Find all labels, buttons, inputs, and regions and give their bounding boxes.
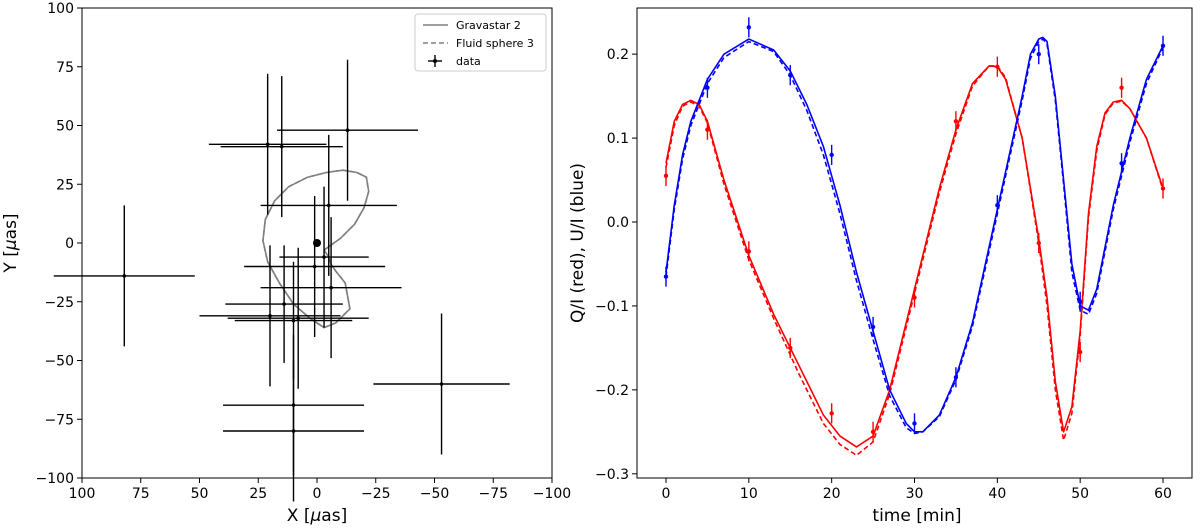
- left-y-tick-label: 0: [65, 236, 74, 252]
- ui-solid-curve: [665, 36, 1164, 433]
- right-x-tick-label: 20: [823, 486, 841, 502]
- center-point: [313, 239, 321, 247]
- right-x-axis-label: time [min]: [872, 506, 961, 526]
- right-x-tick-label: 0: [662, 486, 671, 502]
- right-points: [663, 17, 1166, 442]
- legend-label-data: data: [456, 55, 481, 68]
- legend-frame: [414, 13, 547, 72]
- left-x-tick-label: 100: [69, 486, 96, 502]
- left-y-tick-label: −50: [44, 354, 74, 370]
- right-x-tick-label: 60: [1154, 486, 1172, 502]
- right-y-tick-label: 0.2: [607, 47, 629, 63]
- qi-data-point: [663, 165, 669, 186]
- right-y-axis-label: Q/I (red), U/I (blue): [568, 163, 588, 323]
- left-x-tick-label: −75: [478, 486, 508, 502]
- legend-label-fluid: Fluid sphere 3: [456, 37, 534, 50]
- qi-data-point: [1077, 342, 1083, 363]
- data-point: [208, 73, 327, 215]
- qi-dashed-curve: [665, 65, 1164, 457]
- left-x-tick-label: 25: [249, 486, 267, 502]
- left-x-tick-label: −25: [361, 486, 391, 502]
- right-y-tick-label: −0.1: [595, 299, 629, 315]
- left-errorbars: [53, 59, 510, 502]
- right-plot-frame: [636, 7, 1193, 479]
- right-x-tick-label: 50: [1071, 486, 1089, 502]
- right-panel: 0 10 20 30 40 50 60 −0.3 −0.2 −0.1 0.0 0.1 0.2 time …: [568, 7, 1193, 526]
- left-x-tick-label: 0: [313, 486, 322, 502]
- left-x-tick-label: −100: [533, 486, 571, 502]
- ui-data-point: [829, 144, 834, 165]
- ui-data-point: [995, 195, 1000, 216]
- qi-solid-curve: [665, 65, 1164, 448]
- left-y-axis-label: Y [μas]: [1, 213, 21, 273]
- qi-data-point: [829, 403, 834, 424]
- right-x-tick-label: 40: [988, 486, 1006, 502]
- left-y-tick-label: 50: [56, 119, 74, 135]
- ui-data-point: [1036, 44, 1041, 65]
- ui-data-point: [870, 316, 876, 337]
- left-panel: 100 75 50 25 0 −25 −50 −75 −100 −100 −75 −50 −25 0 25 5…: [1, 1, 571, 526]
- qi-data-point: [1036, 232, 1041, 254]
- qi-data-point: [746, 241, 752, 262]
- ui-data-point: [953, 367, 959, 388]
- data-point: [373, 313, 510, 455]
- qi-data-point: [995, 56, 1000, 77]
- ui-data-point: [788, 65, 793, 86]
- qi-data-point: [953, 111, 959, 132]
- right-y-tick-label: 0.0: [607, 215, 629, 231]
- data-point: [225, 245, 343, 363]
- left-y-tick-label: −100: [36, 471, 74, 487]
- right-curves: [665, 36, 1164, 457]
- right-y-tick-label: 0.1: [607, 131, 629, 147]
- data-point: [279, 186, 369, 328]
- left-y-tick-label: 75: [56, 60, 74, 76]
- ui-data-point: [1119, 153, 1124, 174]
- data-point: [223, 360, 364, 502]
- right-ticks: 0 10 20 30 40 50 60 −0.3 −0.2 −0.1 0.0 0.1 0.2: [595, 47, 1172, 502]
- qi-data-point: [912, 287, 917, 308]
- left-x-tick-label: −50: [420, 486, 450, 502]
- right-y-tick-label: −0.3: [595, 467, 629, 483]
- data-point: [53, 205, 195, 347]
- data-point: [260, 217, 402, 359]
- qi-data-point: [870, 421, 876, 442]
- legend-swatch-data: [428, 55, 442, 67]
- left-legend: Gravastar 2 Fluid sphere 3 data: [414, 13, 547, 72]
- legend-label-gravastar: Gravastar 2: [456, 19, 521, 32]
- qi-data-point: [1160, 178, 1166, 199]
- data-point: [260, 134, 397, 276]
- left-y-tick-label: 100: [47, 1, 74, 17]
- data-point: [199, 245, 341, 387]
- left-x-tick-label: 50: [191, 486, 209, 502]
- ui-data-point: [1160, 35, 1166, 56]
- left-plot-frame: [81, 7, 553, 479]
- left-ticks: 100 75 50 25 0 −25 −50 −75 −100 −100 −75 −50 −25 0 25 5…: [36, 1, 572, 502]
- left-y-tick-label: 25: [56, 177, 74, 193]
- data-point: [227, 247, 369, 389]
- left-y-tick-label: −25: [44, 295, 74, 311]
- ui-data-point: [705, 77, 710, 98]
- ui-data-point: [1077, 291, 1083, 312]
- data-point: [220, 76, 343, 218]
- data-point: [277, 59, 419, 201]
- right-y-tick-label: −0.2: [595, 383, 629, 399]
- right-x-tick-label: 10: [740, 486, 758, 502]
- left-x-axis-label: X [μas]: [287, 506, 347, 526]
- ui-data-point: [663, 266, 669, 287]
- qi-data-point: [705, 119, 710, 140]
- left-y-tick-label: −75: [44, 412, 74, 428]
- data-point: [244, 196, 386, 337]
- ui-data-point: [746, 17, 752, 38]
- qi-data-point: [788, 337, 793, 358]
- qi-data-point: [1119, 77, 1124, 98]
- ui-data-point: [912, 413, 917, 434]
- ui-dashed-curve: [665, 38, 1164, 435]
- right-x-tick-label: 30: [906, 486, 924, 502]
- left-x-tick-label: 75: [132, 486, 150, 502]
